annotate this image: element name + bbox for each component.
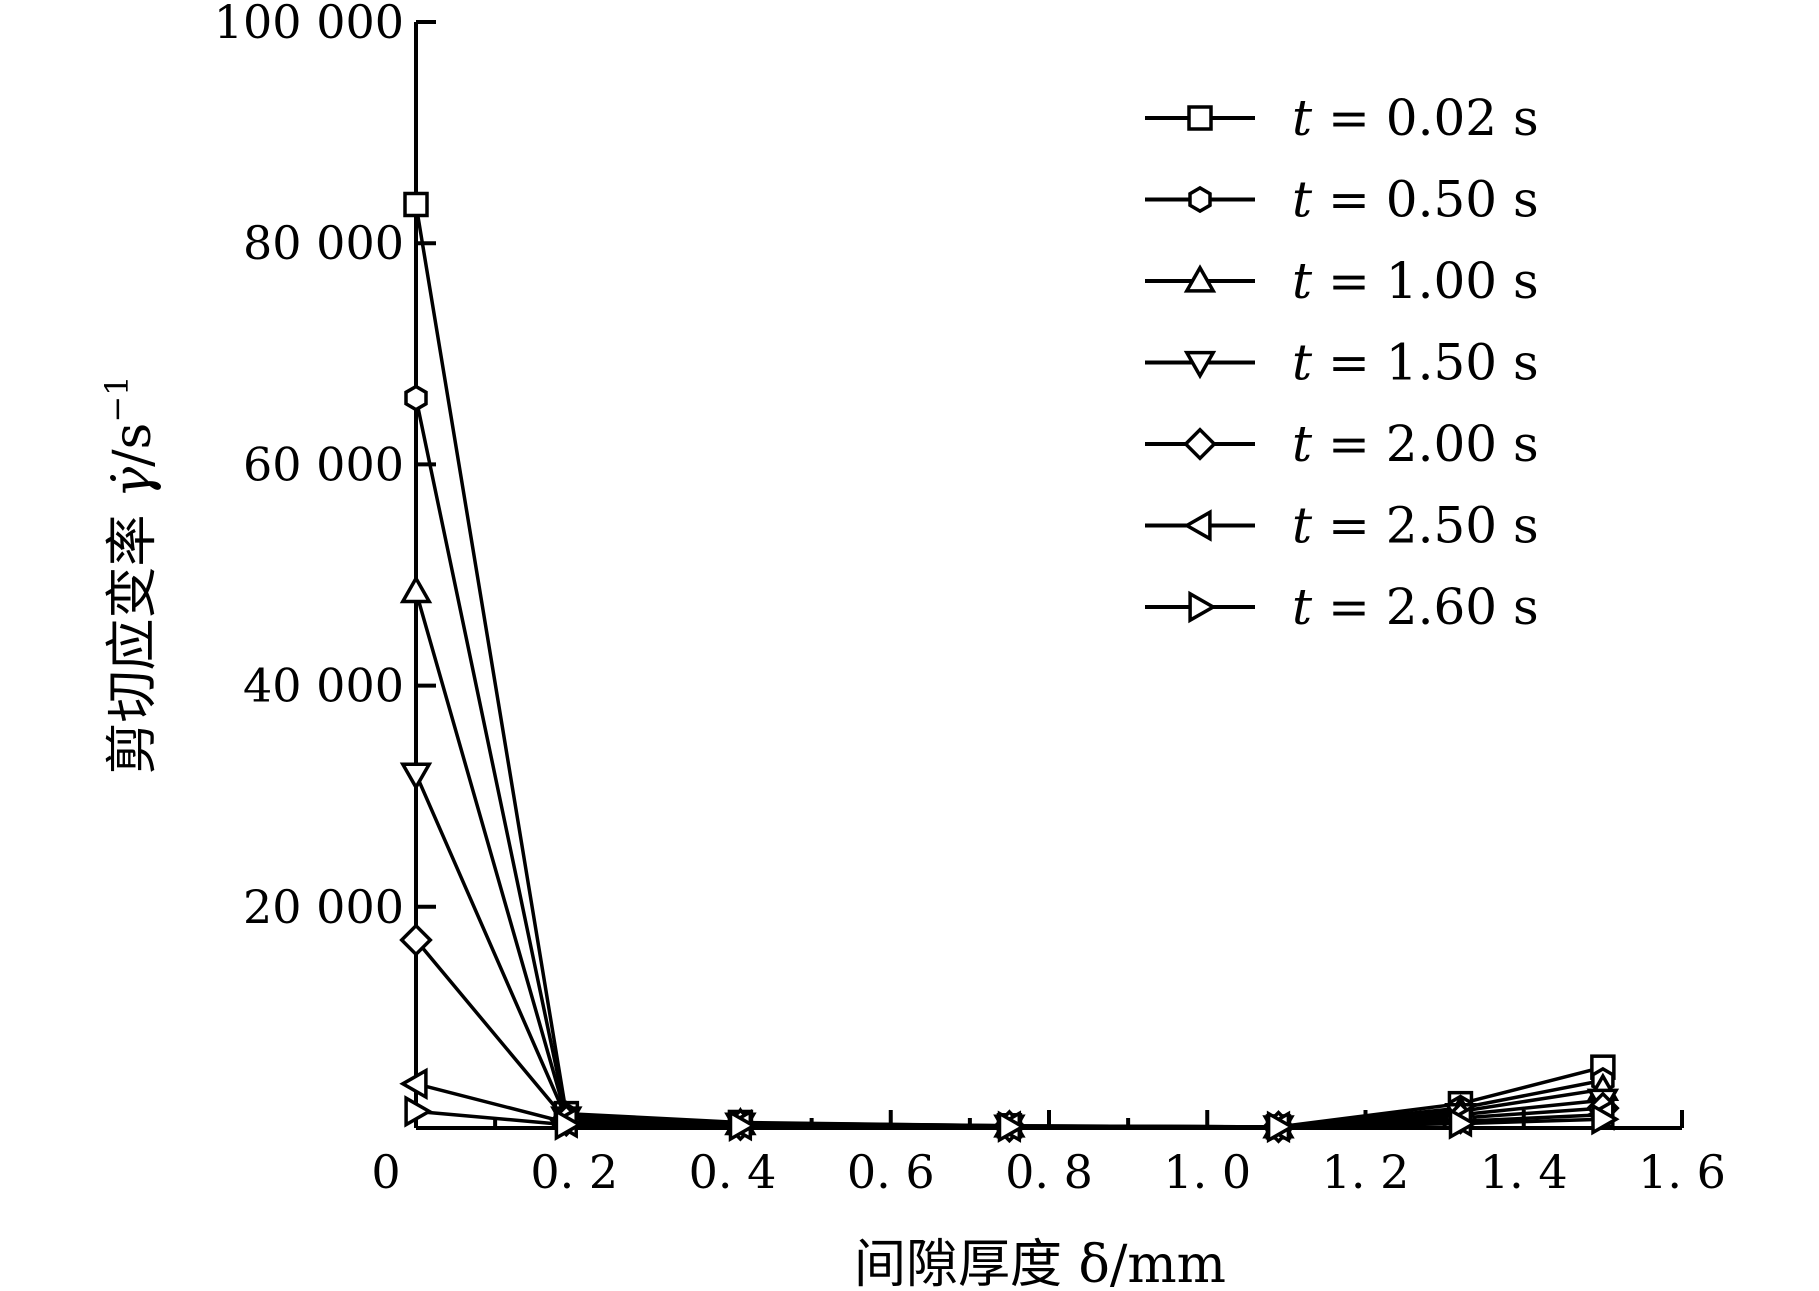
legend-item: t = 0.02 s <box>1145 89 1539 147</box>
y-axis-title-prefix: 剪切应变率 <box>103 498 163 775</box>
data-point <box>404 1095 433 1128</box>
legend-label-variable: t <box>1292 497 1313 555</box>
legend-label: t = 1.50 s <box>1292 334 1539 392</box>
y-tick-label: 80 000 <box>243 216 404 270</box>
y-tick-label: 100 000 <box>214 0 404 49</box>
legend-label-value: = 2.00 s <box>1312 415 1539 473</box>
legend-item: t = 2.60 s <box>1145 578 1539 636</box>
x-tick-label: 0 <box>371 1145 400 1199</box>
legend-item: t = 2.00 s <box>1145 415 1539 473</box>
x-tick-label: 0. 2 <box>530 1145 618 1199</box>
series-3 <box>399 574 1620 1139</box>
legend-label: t = 2.50 s <box>1292 497 1539 555</box>
legend-label-variable: t <box>1292 415 1313 473</box>
series-4 <box>399 762 1620 1144</box>
x-tick-label: 0. 8 <box>1005 1145 1093 1199</box>
x-tick-label: 1. 0 <box>1163 1145 1251 1199</box>
legend-marker <box>1188 185 1212 214</box>
legend: t = 0.02 st = 0.50 st = 1.00 st = 1.50 s… <box>1145 89 1539 636</box>
legend-marker <box>1187 105 1213 131</box>
legend-marker <box>1183 264 1217 293</box>
data-point <box>399 574 433 604</box>
legend-label: t = 1.00 s <box>1292 252 1539 310</box>
legend-item: t = 2.50 s <box>1145 497 1539 555</box>
series-7 <box>404 1095 1620 1144</box>
legend-label-value: = 2.50 s <box>1312 497 1539 555</box>
legend-label-value: = 2.60 s <box>1312 578 1539 636</box>
x-axis-ticks: 0 0. 2 0. 4 0. 6 0. 8 1. 0 1. 2 1. 4 1. 6 <box>371 1110 1726 1199</box>
y-axis-title: 剪切应变率 γ̇/s−1 <box>98 376 163 775</box>
y-tick-label: 20 000 <box>243 880 404 934</box>
series-layer <box>399 191 1620 1144</box>
data-point <box>399 1067 428 1101</box>
x-tick-label: 1. 6 <box>1638 1145 1726 1199</box>
series-line <box>414 591 1604 1129</box>
data-point <box>997 1110 1027 1143</box>
y-axis-title-group: 剪切应变率 γ̇/s−1 <box>98 376 163 775</box>
legend-label: t = 0.50 s <box>1292 171 1539 229</box>
legend-label-value: = 0.50 s <box>1312 171 1539 229</box>
x-tick-label: 1. 2 <box>1322 1145 1410 1199</box>
legend-marker <box>1183 509 1212 542</box>
legend-marker <box>1188 590 1217 624</box>
series-line <box>414 773 1604 1129</box>
x-tick-label: 0. 6 <box>847 1145 935 1199</box>
x-tick-label: 0. 4 <box>689 1145 777 1199</box>
legend-marker <box>1183 427 1217 461</box>
legend-label-variable: t <box>1292 578 1313 636</box>
x-axis-title: 间隙厚度 δ/mm <box>854 1235 1226 1291</box>
legend-item: t = 1.50 s <box>1145 334 1539 392</box>
legend-label-value: = 1.50 s <box>1312 334 1539 392</box>
legend-label: t = 0.02 s <box>1292 89 1539 147</box>
data-point <box>554 1108 584 1141</box>
legend-label-value: = 0.02 s <box>1312 89 1539 147</box>
legend-label-variable: t <box>1292 334 1313 392</box>
y-tick-label: 40 000 <box>243 659 404 713</box>
data-point <box>403 191 429 218</box>
legend-item: t = 0.50 s <box>1145 171 1539 229</box>
legend-item: t = 1.00 s <box>1145 252 1539 310</box>
data-point <box>1266 1110 1296 1144</box>
data-point <box>728 1109 758 1143</box>
data-point <box>399 923 433 957</box>
y-axis-title-exponent: −1 <box>98 376 136 423</box>
data-point <box>399 762 433 791</box>
legend-marker <box>1183 350 1217 380</box>
legend-label-variable: t <box>1292 89 1313 147</box>
data-point <box>1591 1102 1620 1136</box>
y-axis-title-unit: /s <box>103 423 163 467</box>
legend-label-value: = 1.00 s <box>1312 252 1539 310</box>
data-point <box>1448 1107 1478 1140</box>
series-line <box>414 938 1604 1129</box>
legend-label: t = 2.00 s <box>1292 415 1539 473</box>
legend-label-variable: t <box>1292 252 1313 310</box>
x-tick-label: 1. 4 <box>1480 1145 1568 1199</box>
series-5 <box>399 923 1620 1144</box>
legend-label-variable: t <box>1292 171 1313 229</box>
y-tick-label: 60 000 <box>243 437 404 491</box>
y-axis-ticks: 20 000 40 000 60 000 80 000 100 000 <box>214 0 436 934</box>
data-point <box>404 384 428 412</box>
legend-label: t = 2.60 s <box>1292 578 1539 636</box>
y-axis-title-symbol: γ̇ <box>103 466 163 498</box>
